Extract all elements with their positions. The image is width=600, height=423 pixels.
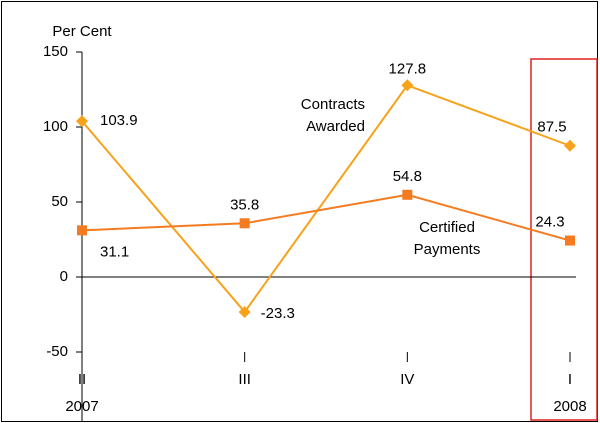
data-label: 24.3 [535,214,564,231]
y-tick-label: 50 [51,193,68,210]
x-tick-label: I [568,371,572,388]
marker [76,115,88,128]
marker [564,139,576,152]
x-year-label: 2007 [65,398,98,415]
y-axis-label: Per Cent [52,23,112,40]
data-label: 87.5 [537,119,566,136]
series-name: Certified [419,219,475,236]
y-tick-label: 0 [60,268,68,285]
marker [402,189,413,200]
data-label: 31.1 [100,243,129,260]
marker [401,79,414,92]
y-tick-label: 100 [43,118,68,135]
y-tick-label: -50 [46,343,68,360]
series-name: Payments [414,241,481,258]
highlight-box [530,58,598,421]
marker [565,235,575,246]
data-label: 127.8 [389,60,427,77]
series-name: Contracts [301,96,365,113]
x-year-label: 2008 [553,398,586,415]
data-label: 35.8 [230,196,259,213]
data-label: -23.3 [261,305,295,322]
marker [238,305,251,318]
x-tick-label: III [238,371,251,388]
x-tick-label: IV [400,371,414,388]
y-tick-label: 150 [43,43,68,60]
series-line [81,193,571,242]
series-name: Awarded [306,118,365,135]
data-label: 54.8 [393,168,422,185]
marker [239,218,250,229]
data-label: 103.9 [100,112,138,129]
x-tick-label: II [78,371,86,388]
series-line [81,84,571,314]
marker [77,225,87,236]
